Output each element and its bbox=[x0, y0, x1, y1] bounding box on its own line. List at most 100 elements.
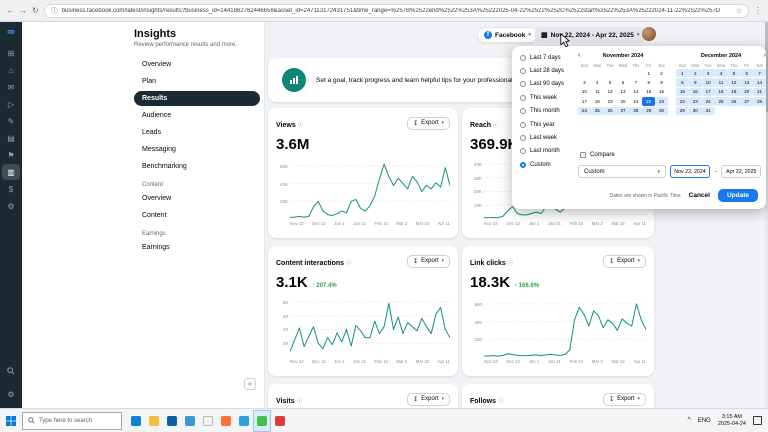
language-indicator[interactable]: ENG bbox=[697, 417, 711, 424]
bookmark-star-icon[interactable]: ☆ bbox=[735, 7, 742, 15]
day-cell[interactable]: 2 bbox=[688, 69, 702, 78]
start-date-input[interactable]: Nov 22, 2024 bbox=[670, 165, 710, 178]
compare-checkbox[interactable]: Compare bbox=[580, 152, 615, 158]
cancel-button[interactable]: Cancel bbox=[688, 192, 710, 199]
day-cell[interactable]: 3 bbox=[701, 69, 715, 78]
day-cell[interactable]: 12 bbox=[727, 78, 741, 87]
day-cell[interactable]: 20 bbox=[740, 87, 754, 97]
day-cell[interactable]: 16 bbox=[659, 89, 665, 95]
preset-this-week[interactable]: This week bbox=[520, 91, 576, 104]
day-cell[interactable]: 14 bbox=[753, 78, 766, 87]
day-cell[interactable]: 12 bbox=[607, 89, 613, 95]
sidebar-item-messaging[interactable]: Messaging bbox=[142, 146, 176, 153]
day-cell[interactable]: 5 bbox=[608, 80, 612, 86]
planner-icon[interactable]: ▤ bbox=[7, 133, 15, 143]
taskbar-app-snip[interactable] bbox=[199, 410, 217, 432]
end-date-input[interactable]: Apr 22, 2025 bbox=[721, 165, 762, 178]
day-cell[interactable]: 28 bbox=[753, 97, 766, 106]
prev-month-icon[interactable]: ‹ bbox=[578, 52, 581, 59]
day-cell[interactable]: 21 bbox=[633, 98, 639, 104]
day-cell[interactable]: 27 bbox=[616, 106, 630, 115]
day-cell[interactable]: 13 bbox=[740, 78, 754, 87]
preset-last-90-days[interactable]: Last 90 days bbox=[520, 78, 576, 91]
refresh-icon[interactable]: ↻ bbox=[32, 6, 39, 15]
day-cell[interactable]: 24 bbox=[701, 97, 715, 106]
taskbar-app-edge[interactable] bbox=[127, 410, 145, 432]
preset-this-year[interactable]: This year bbox=[520, 118, 576, 131]
scrollbar[interactable] bbox=[765, 22, 768, 408]
range-type-select[interactable]: Custom ▾ bbox=[578, 165, 666, 178]
preset-last-28-days[interactable]: Last 28 days bbox=[520, 64, 576, 77]
ads-icon[interactable]: ⚑ bbox=[7, 150, 15, 160]
insights-icon[interactable]: ▥ bbox=[2, 164, 20, 180]
day-cell[interactable]: 9 bbox=[660, 80, 663, 86]
meta-logo[interactable]: ∞ bbox=[7, 26, 15, 38]
day-cell[interactable]: 18 bbox=[594, 98, 600, 104]
day-cell[interactable]: 10 bbox=[701, 78, 715, 87]
day-cell[interactable]: 14 bbox=[633, 89, 639, 95]
day-cell[interactable]: 7 bbox=[634, 80, 638, 86]
day-cell[interactable]: 6 bbox=[621, 80, 625, 86]
browser-menu-icon[interactable]: ⋮ bbox=[754, 6, 762, 15]
content-icon[interactable]: ✎ bbox=[7, 116, 15, 126]
taskbar-app-file-explorer[interactable] bbox=[145, 410, 163, 432]
day-cell[interactable]: 4 bbox=[714, 69, 728, 78]
day-cell[interactable]: 22 bbox=[676, 97, 689, 106]
scrollbar-thumb[interactable] bbox=[765, 22, 768, 112]
day-cell[interactable]: 8 bbox=[676, 78, 689, 87]
day-cell[interactable]: 1 bbox=[647, 70, 650, 76]
update-button[interactable]: Update bbox=[717, 189, 758, 202]
preset-last-7-days[interactable]: Last 7 days bbox=[520, 51, 576, 64]
settings-icon[interactable]: ⚙ bbox=[7, 389, 15, 399]
sidebar-item-benchmarking[interactable]: Benchmarking bbox=[142, 163, 187, 170]
apps-grid-icon[interactable]: ⊞ bbox=[7, 48, 15, 58]
day-cell[interactable]: 25 bbox=[714, 97, 728, 106]
all-tools-icon[interactable]: ⚙ bbox=[7, 201, 15, 211]
day-cell[interactable]: 4 bbox=[596, 80, 599, 86]
sidebar-item-audience[interactable]: Audience bbox=[142, 112, 172, 119]
export-button[interactable]: ↧Export▾ bbox=[603, 254, 646, 268]
date-range-button[interactable]: ▦ Nov 22, 2024 - Apr 22, 2025 ▾ bbox=[535, 27, 646, 43]
export-button[interactable]: ↧Export▾ bbox=[603, 392, 646, 406]
sidebar-collapse-button[interactable]: « bbox=[244, 378, 256, 390]
taskbar-app-media[interactable] bbox=[271, 410, 289, 432]
sidebar-item-content-overview[interactable]: Overview bbox=[142, 195, 172, 202]
export-button[interactable]: ↧Export▾ bbox=[407, 254, 450, 268]
day-cell[interactable]: 1 bbox=[676, 69, 689, 78]
sidebar-item-leads[interactable]: Leads bbox=[142, 129, 162, 136]
sidebar-item-earnings[interactable]: Earnings bbox=[142, 244, 170, 251]
day-cell[interactable]: 17 bbox=[581, 98, 587, 104]
day-cell[interactable]: 31 bbox=[701, 106, 715, 115]
taskbar-search-input[interactable]: Type here to search bbox=[22, 411, 122, 430]
preset-this-month[interactable]: This month bbox=[520, 105, 576, 118]
day-cell[interactable]: 5 bbox=[727, 69, 741, 78]
back-icon[interactable]: ← bbox=[6, 6, 14, 15]
day-cell[interactable]: 30 bbox=[688, 106, 702, 115]
notifications-icon[interactable]: ✉ bbox=[7, 82, 15, 92]
day-cell[interactable]: 11 bbox=[594, 89, 600, 95]
export-button[interactable]: ↧Export▾ bbox=[407, 392, 450, 406]
day-cell[interactable]: 7 bbox=[753, 69, 766, 78]
action-center-icon[interactable] bbox=[753, 416, 762, 425]
search-icon[interactable] bbox=[2, 363, 20, 379]
day-cell[interactable]: 15 bbox=[646, 89, 652, 95]
day-cell[interactable]: 24 bbox=[578, 106, 591, 115]
next-month-icon[interactable]: › bbox=[763, 52, 766, 59]
day-cell[interactable]: 30 bbox=[655, 106, 668, 115]
sidebar-item-content[interactable]: Content bbox=[142, 212, 167, 219]
sidebar-item-results[interactable]: Results bbox=[134, 91, 260, 106]
preset-custom[interactable]: Custom bbox=[520, 158, 576, 171]
info-icon[interactable]: ⓘ bbox=[346, 261, 352, 267]
info-icon[interactable]: ⓘ bbox=[297, 123, 304, 129]
info-icon[interactable]: ⓘ bbox=[296, 399, 303, 405]
preset-last-week[interactable]: Last week bbox=[520, 131, 576, 144]
day-cell[interactable]: 22 bbox=[642, 97, 656, 106]
day-cell[interactable]: 29 bbox=[676, 106, 689, 115]
day-cell[interactable]: 29 bbox=[642, 106, 656, 115]
day-cell[interactable]: 27 bbox=[740, 97, 754, 106]
day-cell[interactable]: 21 bbox=[753, 87, 766, 97]
export-button[interactable]: ↧Export▾ bbox=[407, 116, 450, 130]
taskbar-app-telegram[interactable] bbox=[235, 410, 253, 432]
taskbar-app-whatsapp[interactable] bbox=[253, 409, 271, 432]
day-cell[interactable]: 20 bbox=[620, 98, 626, 104]
